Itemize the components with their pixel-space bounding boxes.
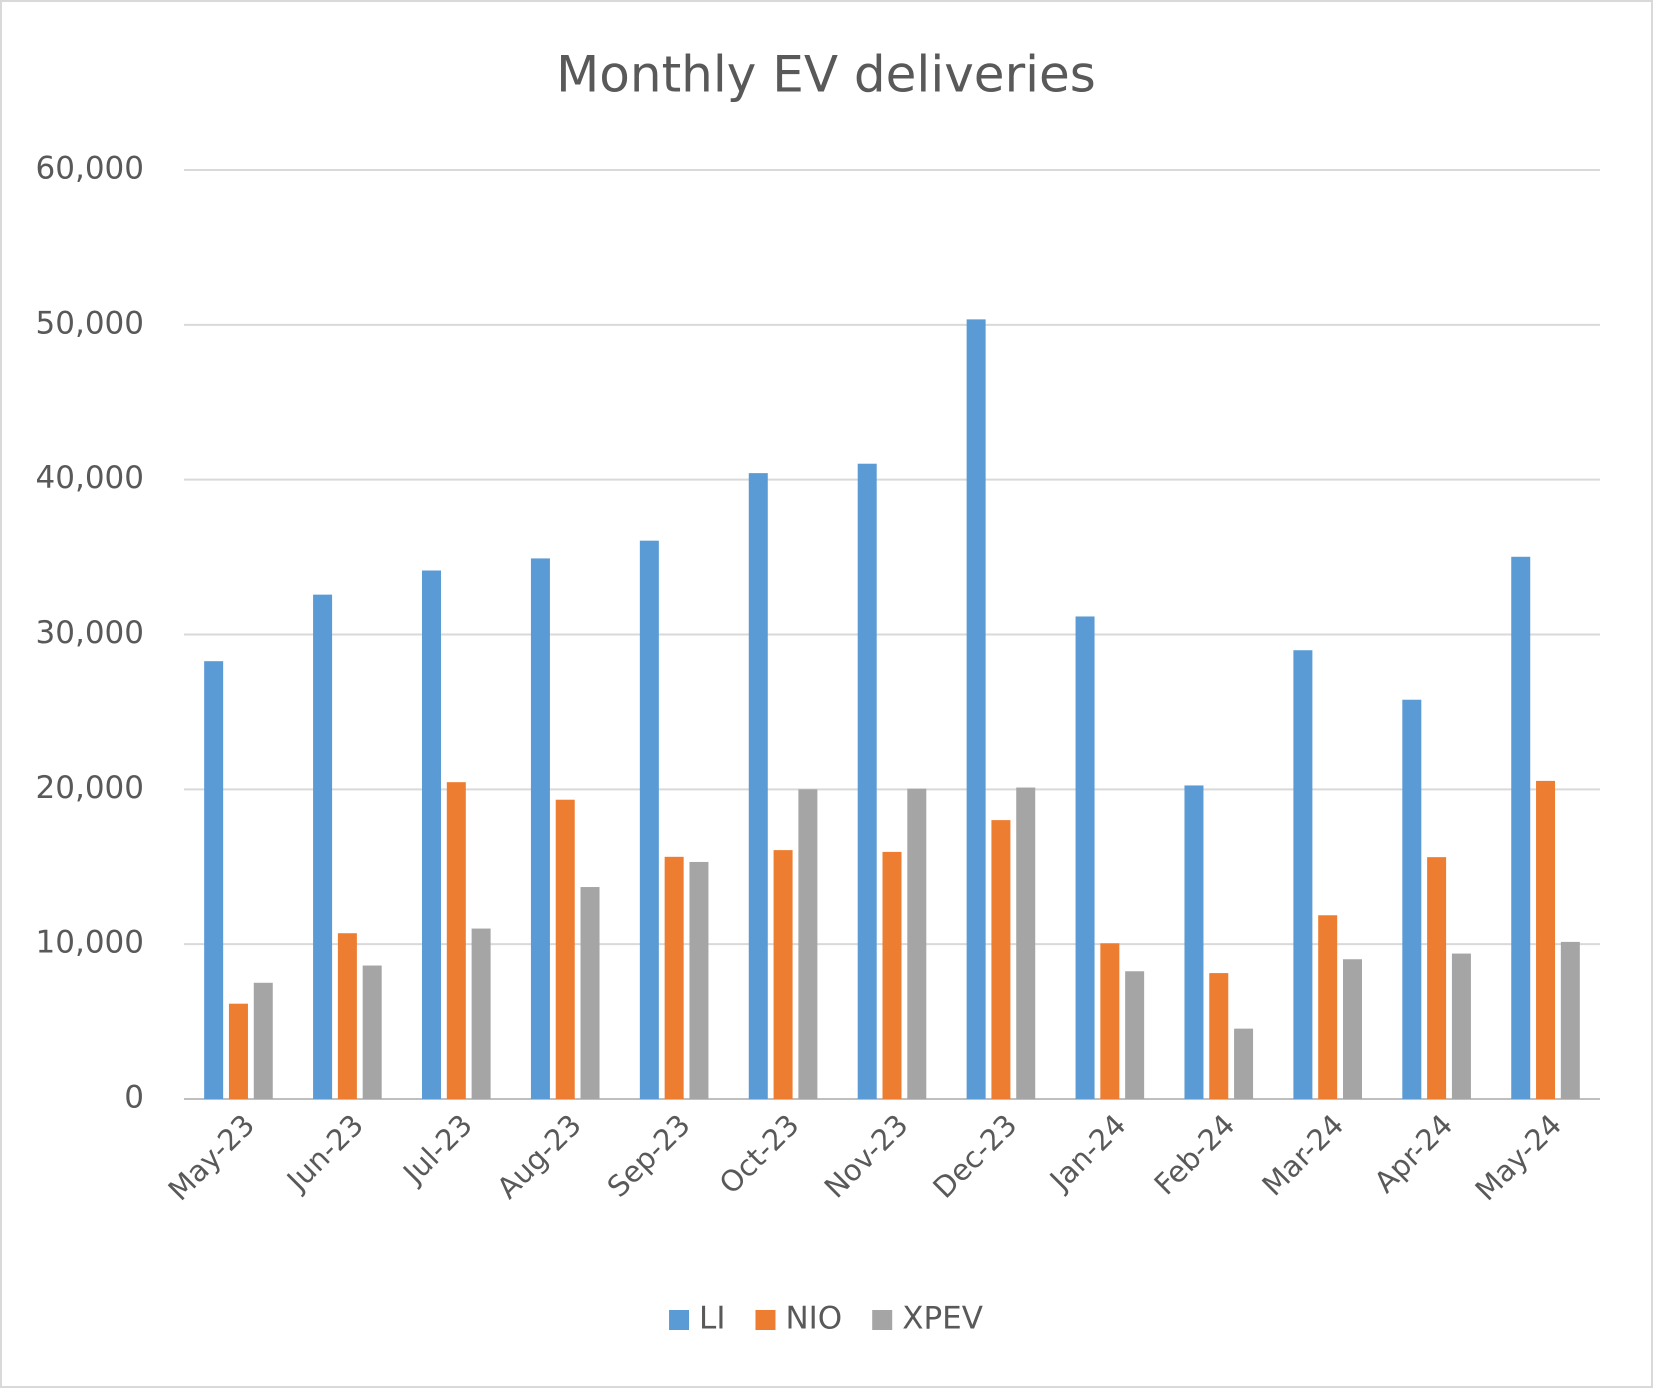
bar	[798, 789, 818, 1099]
bar	[689, 861, 709, 1099]
bar	[1125, 971, 1145, 1099]
bar	[1451, 953, 1471, 1099]
bar	[748, 473, 768, 1099]
bar	[253, 982, 273, 1099]
bar	[228, 1003, 248, 1099]
bar	[1234, 1028, 1254, 1099]
bar	[555, 799, 575, 1099]
legend-label: NIO	[785, 1301, 842, 1337]
bar	[991, 820, 1011, 1099]
bar	[639, 540, 659, 1099]
bar	[1342, 959, 1362, 1099]
bar	[664, 856, 684, 1099]
bar	[530, 558, 550, 1099]
bar	[1075, 616, 1095, 1099]
bar	[1536, 780, 1556, 1099]
legend-swatch	[872, 1310, 893, 1330]
bar	[857, 463, 877, 1099]
bar	[337, 933, 357, 1099]
legend-label: LI	[699, 1301, 725, 1337]
y-tick-label: 40,000	[36, 460, 144, 496]
chart-title: Monthly EV deliveries	[556, 46, 1096, 104]
y-tick-label: 20,000	[36, 770, 144, 806]
y-tick-label: 30,000	[36, 615, 144, 651]
bar	[1427, 857, 1447, 1099]
bar	[1318, 915, 1338, 1099]
bar	[1293, 650, 1313, 1099]
bar	[446, 782, 466, 1099]
bar	[1100, 943, 1120, 1099]
legend-swatch	[755, 1310, 776, 1330]
bar	[313, 594, 333, 1099]
legend-swatch	[669, 1310, 690, 1330]
y-tick-label: 60,000	[36, 151, 144, 187]
y-tick-label: 50,000	[36, 305, 144, 341]
bar	[1209, 973, 1229, 1099]
bar	[1560, 941, 1580, 1099]
bar	[471, 928, 491, 1099]
bar	[1511, 556, 1531, 1099]
bar	[907, 788, 927, 1099]
bar	[882, 851, 902, 1099]
bar	[1402, 699, 1422, 1099]
bar	[362, 965, 382, 1099]
bar	[1184, 785, 1204, 1099]
y-tick-label: 10,000	[36, 925, 144, 961]
y-tick-label: 0	[124, 1080, 144, 1116]
bar	[1016, 787, 1036, 1099]
bar	[773, 850, 793, 1099]
bar	[580, 887, 600, 1099]
bar	[422, 570, 442, 1099]
bar	[204, 661, 224, 1099]
legend-label: XPEV	[902, 1301, 983, 1337]
bar	[966, 319, 986, 1100]
